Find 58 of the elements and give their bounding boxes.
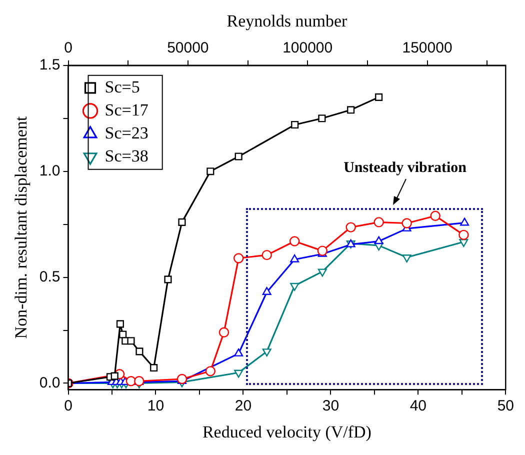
point xyxy=(402,218,412,228)
y-tick-label: 1.0 xyxy=(39,162,60,180)
x-tick-label: 50 xyxy=(497,398,514,415)
point xyxy=(233,253,244,264)
point xyxy=(206,168,214,176)
point xyxy=(291,120,299,129)
point xyxy=(178,218,186,226)
x-axis-title: Reduced velocity (V/fD) xyxy=(202,422,372,442)
x2-tick-label: 50000 xyxy=(167,40,209,57)
x-tick-label: 40 xyxy=(410,398,427,415)
point xyxy=(290,282,300,291)
point xyxy=(318,268,327,277)
x-tick-label: 10 xyxy=(147,398,164,415)
point xyxy=(458,230,469,240)
point xyxy=(205,366,216,376)
point xyxy=(119,330,127,338)
point xyxy=(289,236,300,246)
point xyxy=(127,337,135,345)
point xyxy=(234,370,244,378)
point xyxy=(234,348,244,356)
point xyxy=(347,106,355,114)
point xyxy=(460,218,470,226)
point xyxy=(262,250,272,260)
y-axis-title: Non-dim. resultant displacement xyxy=(12,116,31,339)
point xyxy=(150,364,158,372)
point xyxy=(116,320,124,328)
y-tick-label: 0.0 xyxy=(39,374,60,392)
y-tick-label: 1.5 xyxy=(39,56,60,74)
x-tick-label: 0 xyxy=(64,398,72,415)
point xyxy=(290,254,300,262)
point xyxy=(262,348,272,357)
legend-label: Sc=23 xyxy=(104,123,148,142)
x-tick-label: 30 xyxy=(322,398,340,415)
point xyxy=(430,210,440,221)
legend-label: Sc=5 xyxy=(104,77,140,96)
y-tick-label: 0.5 xyxy=(39,268,60,286)
legend-label: Sc=38 xyxy=(104,146,148,166)
x2-tick-label: 100000 xyxy=(282,40,333,57)
point xyxy=(317,246,328,256)
point xyxy=(318,114,326,122)
annotation: Unsteady vibration xyxy=(344,160,468,176)
x2-tick-label: 0 xyxy=(64,40,72,57)
point xyxy=(346,222,356,232)
point xyxy=(218,327,230,338)
x-tick-label: 20 xyxy=(234,398,252,415)
x2-axis-title: Reynolds number xyxy=(226,12,348,31)
point xyxy=(459,239,468,248)
point xyxy=(374,217,384,228)
point xyxy=(110,372,118,380)
point xyxy=(262,287,272,295)
point xyxy=(164,276,172,284)
legend-label: Sc=17 xyxy=(104,100,149,120)
point xyxy=(234,152,242,160)
point xyxy=(136,348,144,356)
x2-tick-label: 150000 xyxy=(402,40,452,57)
point xyxy=(374,236,384,244)
point xyxy=(375,93,383,101)
point xyxy=(402,254,412,262)
